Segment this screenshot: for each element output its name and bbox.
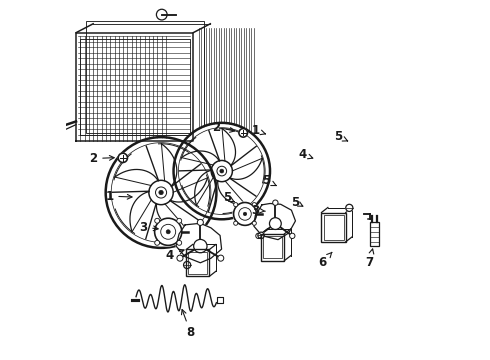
Text: 2: 2: [89, 152, 114, 165]
Circle shape: [197, 219, 203, 225]
Circle shape: [256, 233, 261, 239]
Text: 5: 5: [262, 174, 276, 187]
Text: 3: 3: [252, 204, 265, 217]
Bar: [368, 221, 380, 248]
Circle shape: [252, 221, 256, 225]
Polygon shape: [254, 203, 295, 240]
Circle shape: [174, 124, 269, 218]
Circle shape: [244, 212, 246, 216]
Text: 4: 4: [298, 148, 313, 161]
Text: 1: 1: [252, 124, 266, 137]
Circle shape: [177, 240, 182, 245]
Circle shape: [234, 203, 238, 207]
Bar: [255, 234, 285, 266]
Polygon shape: [176, 223, 221, 263]
Circle shape: [234, 221, 238, 225]
Text: 8: 8: [181, 310, 195, 339]
Bar: [188, 252, 207, 274]
Circle shape: [290, 233, 295, 239]
Circle shape: [270, 218, 281, 229]
Circle shape: [159, 190, 163, 195]
Text: 2: 2: [212, 121, 235, 134]
Circle shape: [177, 255, 183, 261]
Text: 5: 5: [334, 130, 348, 143]
Circle shape: [107, 138, 215, 247]
Circle shape: [153, 217, 183, 247]
Circle shape: [118, 153, 128, 163]
Circle shape: [257, 231, 265, 239]
Circle shape: [232, 201, 258, 226]
Bar: [186, 249, 209, 276]
Circle shape: [218, 255, 224, 261]
Bar: [323, 215, 343, 240]
Bar: [180, 249, 209, 281]
Circle shape: [220, 169, 224, 173]
Bar: [86, 21, 204, 133]
Text: 5: 5: [291, 195, 303, 209]
Text: 5: 5: [223, 192, 234, 204]
Bar: [315, 212, 346, 247]
Circle shape: [272, 200, 278, 205]
Text: 3: 3: [139, 221, 158, 234]
Bar: [261, 234, 285, 261]
Circle shape: [239, 128, 248, 138]
Circle shape: [166, 230, 170, 234]
Bar: [321, 212, 346, 242]
Circle shape: [252, 203, 256, 207]
Text: 1: 1: [105, 190, 132, 203]
Circle shape: [194, 239, 207, 253]
Circle shape: [177, 218, 182, 223]
Circle shape: [155, 218, 160, 223]
Circle shape: [183, 261, 192, 269]
Text: 7: 7: [365, 249, 374, 269]
Text: 4: 4: [166, 248, 184, 261]
Text: 6: 6: [319, 252, 332, 269]
Bar: [369, 222, 379, 247]
Bar: [264, 236, 282, 258]
Circle shape: [345, 203, 354, 212]
Bar: [72, 18, 197, 144]
Circle shape: [155, 240, 160, 245]
